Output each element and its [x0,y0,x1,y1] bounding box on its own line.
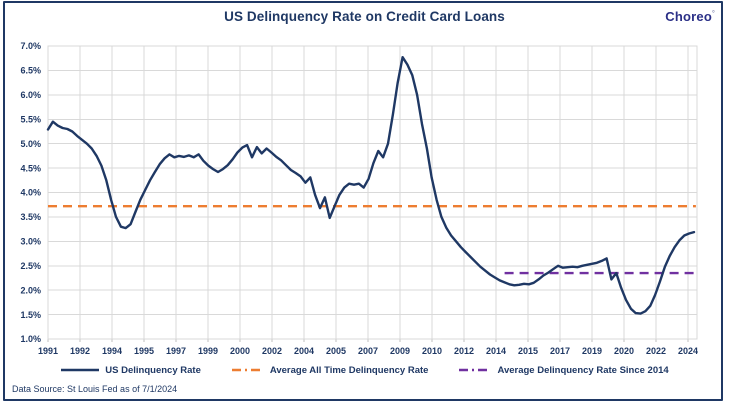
x-tick-label: 2024 [678,346,698,356]
y-tick-label: 1.5% [20,310,41,320]
chart-title: US Delinquency Rate on Credit Card Loans [224,9,505,24]
legend-label: Average Delinquency Rate Since 2014 [497,364,669,376]
x-tick-label: 1999 [198,346,218,356]
legend-item-delinquency-rate: US Delinquency Rate [60,365,201,376]
x-tick-label: 2010 [422,346,442,356]
y-tick-label: 7.0% [20,41,41,51]
y-tick-label: 3.0% [20,237,41,247]
y-tick-label: 2.5% [20,261,41,271]
y-axis-labels: 7.0% 6.5% 6.0% 5.5% 5.0% 4.5% 4.0% 3.5% 3.0% 2.5%… [20,41,41,344]
x-tick-label: 2012 [454,346,474,356]
y-tick-label: 6.5% [20,66,41,76]
y-tick-label: 4.0% [20,188,41,198]
y-tick-label: 1.0% [20,334,41,344]
y-tick-label: 6.0% [20,90,41,100]
x-tick-label: 2019 [582,346,602,356]
orange-dashed-swatch-icon [231,368,264,372]
data-source-note: Data Source: St Louis Fed as of 7/1/2024 [12,384,178,394]
y-tick-label: 4.5% [20,163,41,173]
x-tick-label: 2017 [550,346,570,356]
x-tick-label: 1991 [38,346,58,356]
x-tick-label: 2004 [294,346,314,356]
y-tick-label: 5.0% [20,139,41,149]
x-tick-label: 2015 [518,346,538,356]
choreo-logo: Choreo° [665,9,715,24]
logo-mark: ° [712,10,715,18]
x-axis-labels: 1991 1992 1994 1995 1997 1999 2000 2002 2004 2005… [38,346,698,356]
x-tick-label: 2009 [390,346,410,356]
legend-label: Average All Time Delinquency Rate [269,364,429,376]
x-tick-label: 2002 [262,346,282,356]
x-tick-label: 2022 [646,346,666,356]
x-tick-label: 2005 [326,346,346,356]
x-tick-label: 1995 [134,346,154,356]
x-tick-label: 1997 [166,346,186,356]
purple-dashed-swatch-icon [459,368,492,372]
legend-item-avg-since-2014: Average Delinquency Rate Since 2014 [458,364,669,376]
y-tick-label: 3.5% [20,212,41,222]
legend-label: US Delinquency Rate [105,364,201,376]
x-tick-label: 1992 [70,346,90,356]
gridlines [47,45,698,342]
legend-item-avg-all-time: Average All Time Delinquency Rate [231,364,429,376]
x-tick-label: 2007 [358,346,378,356]
x-tick-label: 2000 [230,346,250,356]
x-tick-label: 2014 [486,346,506,356]
chart-legend: US Delinquency Rate Average All Time Del… [0,362,729,378]
us-delinquency-rate-line [46,56,696,315]
solid-line-swatch-icon [61,368,100,372]
chart-frame [3,1,723,401]
y-tick-label: 2.0% [20,285,41,295]
x-tick-label: 1994 [102,346,122,356]
y-tick-label: 5.5% [20,115,41,125]
x-tick-label: 2020 [614,346,634,356]
